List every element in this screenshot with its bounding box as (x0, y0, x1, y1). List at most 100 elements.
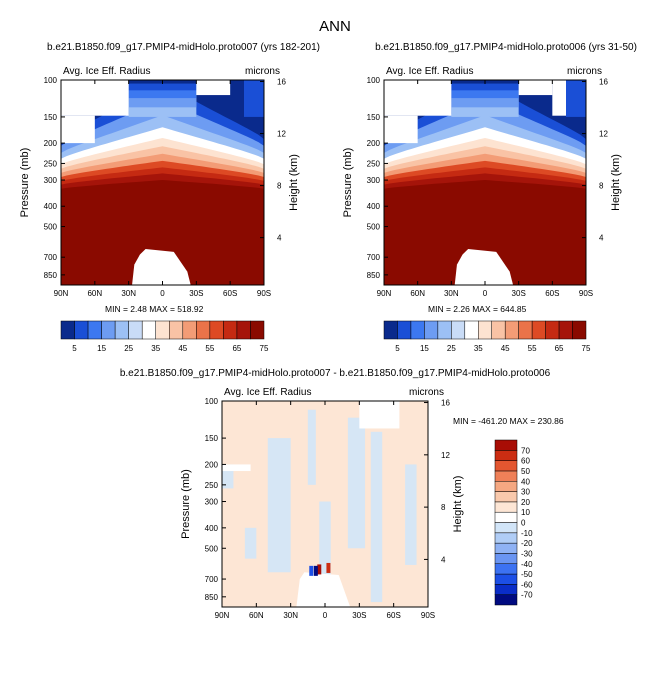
colorbar-swatch (209, 320, 224, 340)
colorbar-swatch (491, 320, 506, 340)
colorbar-swatch (128, 320, 143, 340)
y-tick-label: 700 (205, 575, 219, 584)
colorbar-swatch (518, 320, 533, 340)
colorbar-swatch (169, 320, 184, 340)
x-tick-label: 90N (377, 289, 392, 298)
colorbar-swatch (437, 320, 452, 340)
height-tick-label: 4 (599, 234, 604, 243)
field-extreme-spot (326, 562, 331, 573)
colorbar-swatch (451, 320, 466, 340)
x-tick-label: 0 (323, 611, 328, 620)
y-tick-label: 700 (44, 253, 58, 262)
missing-region-sh (196, 80, 231, 96)
colorbar-label: 15 (420, 344, 429, 353)
colorbar-swatch (504, 320, 519, 340)
max-value: 518.92 (177, 304, 203, 314)
y-tick-label: 400 (44, 202, 58, 211)
field-layer (222, 401, 428, 607)
colorbar-swatch (494, 470, 518, 482)
colorbar-swatch (545, 320, 560, 340)
x-tick-label: 30N (283, 611, 298, 620)
y-axis-label: Pressure (mb) (19, 148, 31, 218)
max-value: 644.85 (500, 304, 526, 314)
colorbar-label: 65 (232, 344, 241, 353)
y-tick-label: 400 (205, 524, 219, 533)
panel-proto007: 90N 60N 30N 0 30S 60S 90S 100 150 200 250 300 400 500… (19, 42, 320, 353)
y-tick-label: 500 (205, 544, 219, 553)
colorbar-label: 70 (521, 446, 530, 455)
colorbar-label: 75 (582, 344, 591, 353)
missing-region-surface (132, 249, 191, 285)
stats-text: MIN = 2.48 MAX = 518.92 (105, 304, 204, 314)
y-tick-label: 400 (367, 202, 381, 211)
colorbar-swatch (494, 460, 518, 472)
max-value: 230.86 (538, 416, 564, 426)
colorbar-label: 50 (521, 467, 530, 476)
field-negative-patch (267, 438, 291, 573)
x-tick-label: 30N (121, 289, 136, 298)
y-tick-label: 250 (367, 159, 381, 168)
x-tick-label: 60S (223, 289, 237, 298)
height-tick-label: 8 (599, 182, 604, 191)
y-tick-label: 700 (367, 253, 381, 262)
min-value: -461.20 (478, 416, 509, 426)
x-tick-label: 90S (257, 289, 271, 298)
colorbar-swatch (424, 320, 439, 340)
min-value: 2.26 (453, 304, 472, 314)
colorbar-label: 35 (474, 344, 483, 353)
y-tick-label: 500 (367, 223, 381, 232)
field-extreme-spot (309, 565, 314, 576)
colorbar-swatch (494, 439, 518, 451)
field-negative-patch (370, 431, 383, 603)
colorbar-label: 35 (151, 344, 160, 353)
colorbar-swatch (236, 320, 251, 340)
height-tick-label: 8 (441, 503, 446, 512)
colorbar-swatch (101, 320, 116, 340)
min-label: MIN = (105, 304, 130, 314)
x-tick-label: 0 (160, 289, 165, 298)
right-string: microns (245, 66, 280, 77)
x-tick-label: 60S (545, 289, 559, 298)
colorbar-label: 0 (521, 519, 526, 528)
colorbar-label: 65 (555, 344, 564, 353)
stats-text: MIN = 2.26 MAX = 644.85 (428, 304, 527, 314)
missing-region-nh (222, 464, 251, 472)
field-extreme-spot (317, 564, 322, 575)
colorbar-swatch (114, 320, 129, 340)
field-layer (384, 80, 586, 285)
field-blue-band (451, 80, 519, 91)
height-tick-label: 12 (599, 130, 608, 139)
height-axis-label: Height (km) (452, 476, 464, 533)
x-tick-label: 60N (249, 611, 264, 620)
colorbar-swatch (494, 450, 518, 461)
left-string: Avg. Ice Eff. Radius (386, 66, 473, 77)
x-tick-label: 30S (189, 289, 203, 298)
x-tick-label: 60S (387, 611, 401, 620)
y-axis-label: Pressure (mb) (342, 148, 354, 218)
colorbar-swatch (494, 532, 518, 544)
panel-proto006: 90N 60N 30N 0 30S 60S 90S 100 150 200 250 300 400 500… (342, 42, 637, 353)
height-tick-label: 12 (277, 130, 286, 139)
colorbar-swatch (410, 320, 425, 340)
missing-region-sh (359, 401, 400, 429)
left-string: Avg. Ice Eff. Radius (224, 387, 311, 398)
panel-difference: 90N 60N 30N 0 30S 60S 90S100150200250300400500… (120, 368, 564, 620)
missing-region-surface (296, 572, 351, 607)
right-string: microns (567, 66, 602, 77)
colorbar-label: 45 (501, 344, 510, 353)
colorbar-swatch (464, 320, 479, 340)
height-tick-label: 16 (599, 78, 608, 87)
colorbar-label: 25 (124, 344, 133, 353)
colorbar-label: 55 (528, 344, 537, 353)
colorbar-label: 60 (521, 457, 530, 466)
colorbar-swatch (250, 320, 265, 340)
left-string: Avg. Ice Eff. Radius (63, 66, 150, 77)
colorbar-label: 20 (521, 498, 530, 507)
field-negative-patch (307, 409, 316, 485)
colorbar-swatch (397, 320, 412, 340)
field-negative-patch (319, 501, 331, 580)
height-tick-label: 8 (277, 182, 282, 191)
x-tick-label: 90S (421, 611, 435, 620)
x-tick-label: 60N (410, 289, 425, 298)
y-axis-label: Pressure (mb) (180, 469, 192, 539)
